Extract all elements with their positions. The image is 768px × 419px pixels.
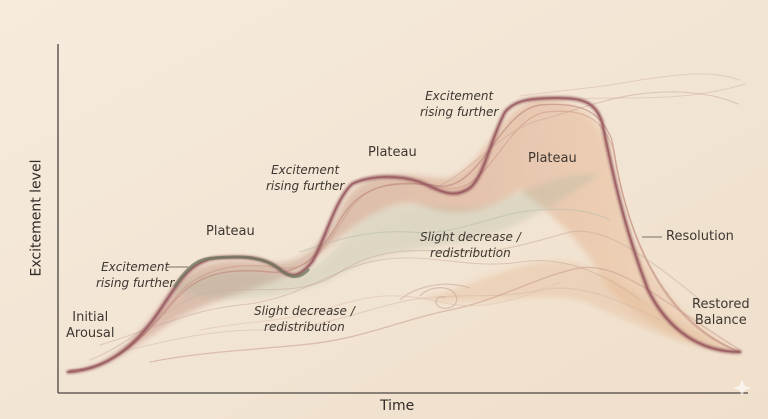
initial-arousal-line1: Initial bbox=[72, 310, 109, 325]
label-rising-3: Excitement rising further bbox=[420, 88, 498, 120]
restored-balance-line2: Balance bbox=[694, 313, 747, 328]
rising-1-line1: Excitement bbox=[101, 260, 170, 274]
label-rising-2: Excitement rising further bbox=[266, 162, 344, 194]
decrease-1-line2: redistribution bbox=[264, 320, 345, 334]
sage-wash bbox=[170, 174, 600, 299]
label-resolution: Resolution bbox=[666, 229, 734, 244]
label-plateau-2: Plateau bbox=[368, 145, 417, 160]
sparkle-icon bbox=[733, 380, 751, 396]
label-plateau-3: Plateau bbox=[528, 151, 577, 166]
plateau-highlight bbox=[173, 255, 310, 288]
label-decrease-2: Slight decrease / redistribution bbox=[420, 229, 521, 261]
rising-2-line1: Excitement bbox=[271, 163, 340, 177]
rising-3-line2: rising further bbox=[420, 105, 499, 119]
x-axis-label: Time bbox=[380, 398, 415, 414]
peach-wash bbox=[420, 261, 740, 352]
decrease-1-line1: Slight decrease / bbox=[254, 304, 355, 318]
label-rising-1: Excitement rising further bbox=[96, 259, 174, 291]
label-decrease-1: Slight decrease / redistribution bbox=[254, 303, 355, 335]
label-plateau-1: Plateau bbox=[206, 224, 255, 239]
swirl-ornament bbox=[399, 283, 471, 309]
label-initial-arousal: Initial Arousal bbox=[66, 310, 115, 342]
decrease-2-line1: Slight decrease / bbox=[420, 230, 521, 244]
leader-lines bbox=[167, 236, 662, 268]
rising-2-line2: rising further bbox=[266, 179, 345, 193]
label-restored-balance: Restored Balance bbox=[692, 297, 750, 329]
curve-strands bbox=[69, 73, 746, 373]
watercolor-wash bbox=[66, 99, 740, 373]
rising-1-line2: rising further bbox=[96, 276, 175, 290]
decrease-2-line2: redistribution bbox=[430, 246, 511, 260]
axes bbox=[57, 44, 748, 394]
y-axis-label: Excitement level bbox=[28, 159, 45, 277]
restored-balance-line1: Restored bbox=[692, 297, 750, 312]
initial-arousal-line2: Arousal bbox=[66, 326, 115, 341]
rising-3-line1: Excitement bbox=[425, 89, 494, 103]
